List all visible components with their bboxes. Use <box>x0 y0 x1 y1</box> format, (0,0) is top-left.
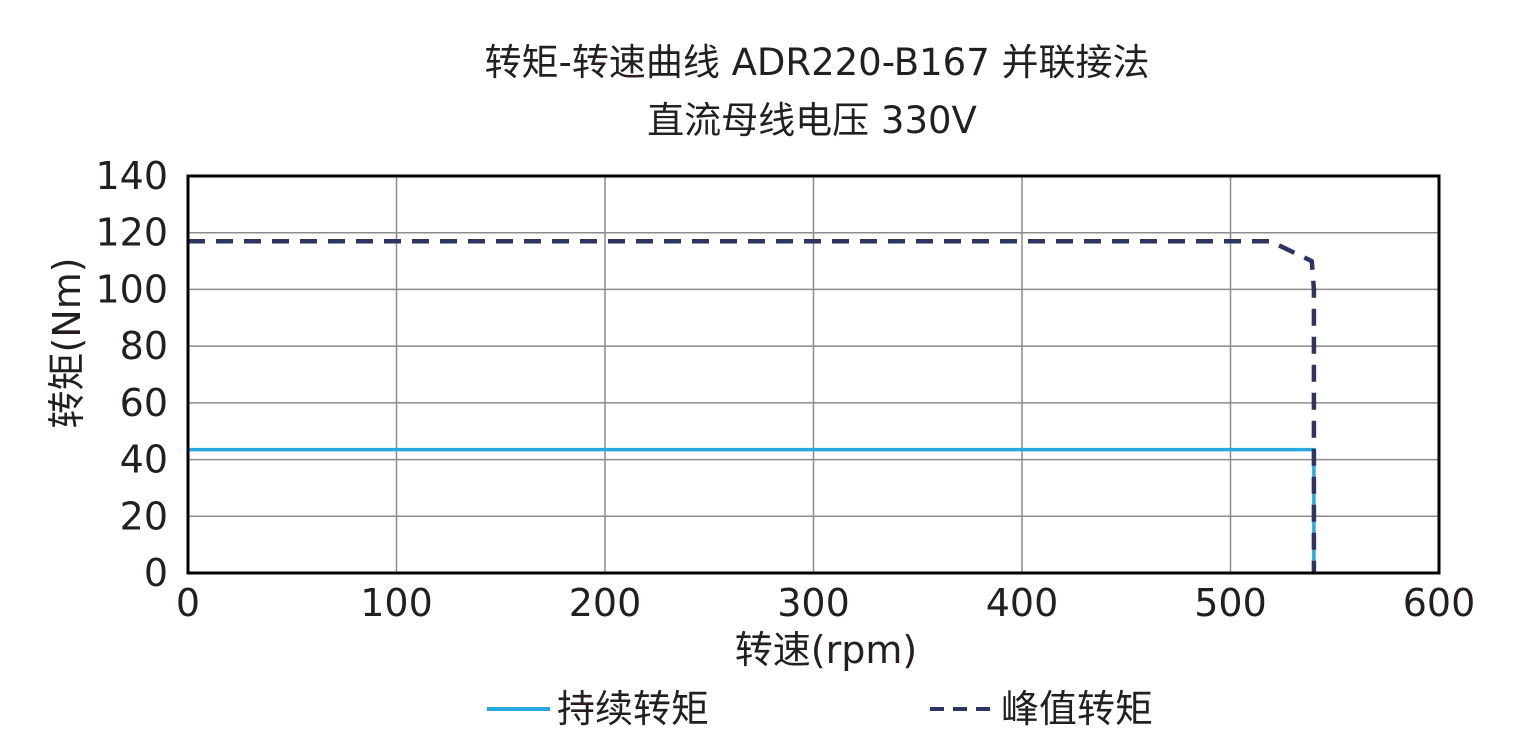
x-tick-label: 300 <box>777 581 850 625</box>
y-tick-label: 40 <box>120 438 168 482</box>
x-tick-label: 100 <box>360 581 433 625</box>
x-tick-label: 400 <box>986 581 1059 625</box>
legend-label-peak: 峰值转矩 <box>1001 687 1153 731</box>
legend: 持续转矩 峰值转矩 <box>487 687 1153 731</box>
chart-subtitle: 直流母线电压 330V <box>647 99 977 142</box>
x-tick-label: 200 <box>569 581 642 625</box>
grid-layer <box>188 176 1439 573</box>
y-tick-label: 100 <box>95 267 168 311</box>
chart-title: 转矩-转速曲线 ADR220-B167 并联接法 <box>484 41 1149 84</box>
x-tick-label: 0 <box>176 581 200 625</box>
x-axis-label: 转速(rpm) <box>735 628 917 672</box>
peak-torque-line <box>188 238 1317 573</box>
x-tick-label: 600 <box>1403 581 1476 625</box>
y-tick-label: 80 <box>120 324 168 368</box>
series-layer <box>188 238 1317 573</box>
y-axis-label: 转矩(Nm) <box>45 257 89 428</box>
y-tick-label: 20 <box>120 494 168 538</box>
y-tick-label: 120 <box>95 211 168 255</box>
continuous-torque-line <box>188 447 1316 573</box>
legend-label-continuous: 持续转矩 <box>557 687 709 731</box>
y-tick-label: 140 <box>95 154 168 198</box>
x-tick-label: 500 <box>1194 581 1267 625</box>
plot-frame <box>186 174 1441 575</box>
y-tick-label: 0 <box>144 551 168 595</box>
y-tick-label: 60 <box>120 381 168 425</box>
